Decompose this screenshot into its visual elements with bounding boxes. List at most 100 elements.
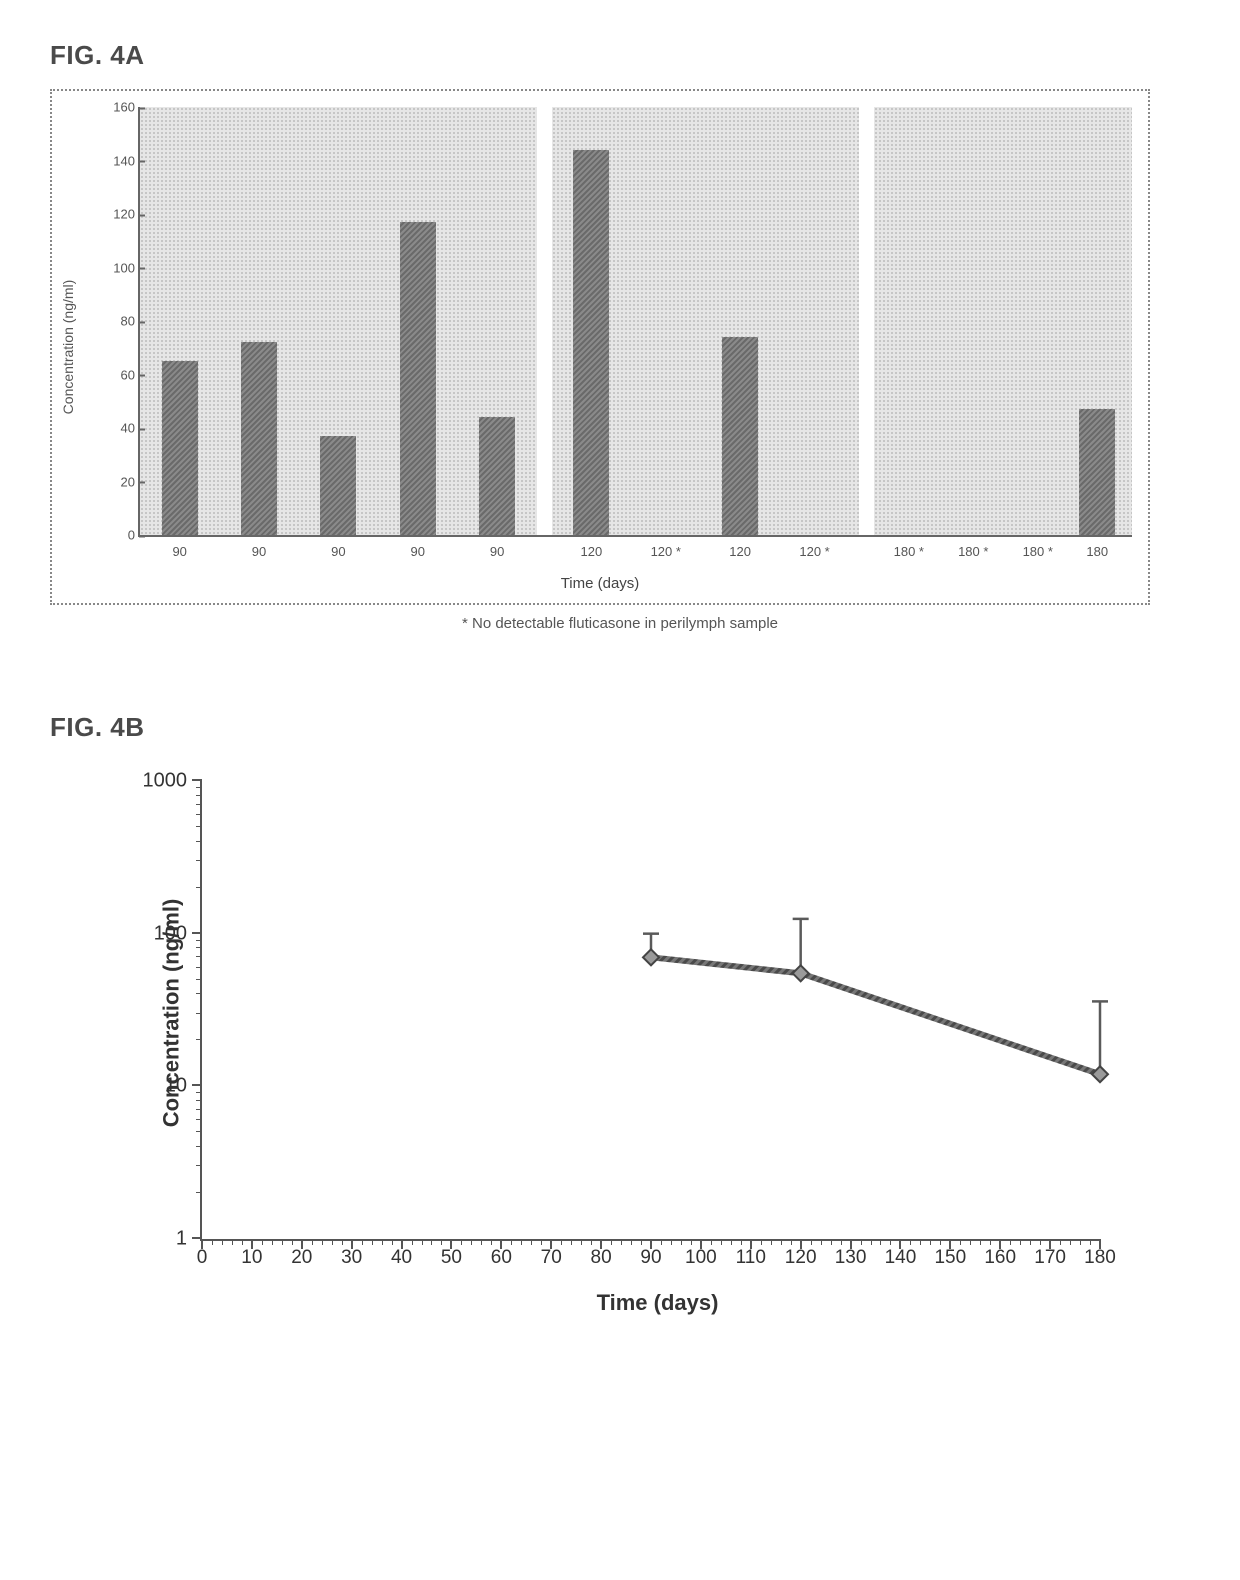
figB-ytick-minor: [196, 993, 202, 994]
figB-xtick-minor: [222, 1239, 223, 1245]
figB-xtick-minor: [920, 1239, 921, 1245]
figB-xtick-minor: [581, 1239, 582, 1245]
figA-chart: Concentration (ng/ml) Time (days) 020406…: [58, 97, 1142, 597]
figB-ytick-minor: [196, 787, 202, 788]
figB-ytick-minor: [196, 826, 202, 827]
figB-xtick-minor: [262, 1239, 263, 1245]
figA-ytick: 120: [95, 207, 135, 222]
figA-bar: [162, 361, 198, 535]
figB-line: [651, 957, 1100, 1074]
figB-ytick-minor: [196, 804, 202, 805]
figA-ytick: 0: [95, 528, 135, 543]
figB-xtick-minor: [491, 1239, 492, 1245]
figB-ytick-minor: [196, 795, 202, 796]
figB-xtick-minor: [871, 1239, 872, 1245]
figB-ytick-mark: [192, 932, 202, 934]
figA-xtick: 120 *: [799, 544, 829, 559]
figA-bar: [573, 150, 609, 535]
figB-xtick-minor: [392, 1239, 393, 1245]
figB-xtick-minor: [481, 1239, 482, 1245]
figB-ytick: 1000: [127, 770, 187, 793]
figB-ytick-minor: [196, 814, 202, 815]
figB-xtick-minor: [611, 1239, 612, 1245]
figB-xtick-minor: [821, 1239, 822, 1245]
figB-marker: [1092, 1066, 1108, 1082]
figB-xtick-minor: [431, 1239, 432, 1245]
figA-xtick: 90: [490, 544, 504, 559]
figB-xtick-minor: [242, 1239, 243, 1245]
figA-ytick: 140: [95, 153, 135, 168]
figB-xtick: 60: [491, 1247, 512, 1269]
figA-xtick: 90: [411, 544, 425, 559]
figB-xtick-minor: [621, 1239, 622, 1245]
figA-bar: [320, 436, 356, 535]
figB-ytick-minor: [196, 1131, 202, 1132]
figB-xtick-minor: [910, 1239, 911, 1245]
figA-ytick: 160: [95, 100, 135, 115]
figB-xtick-minor: [721, 1239, 722, 1245]
figB-errorbar: [1092, 1001, 1108, 1074]
figB-xtick-minor: [880, 1239, 881, 1245]
figA-ytick: 20: [95, 474, 135, 489]
figB-xtick-minor: [841, 1239, 842, 1245]
figB-xtick-minor: [471, 1239, 472, 1245]
figA-plot-area: 0204060801001201401609090909090120120 *1…: [138, 107, 1132, 537]
figB-xtick-minor: [1010, 1239, 1011, 1245]
figB-xtick: 150: [934, 1247, 966, 1269]
figB-xtick-minor: [1080, 1239, 1081, 1245]
figB-xtick-minor: [781, 1239, 782, 1245]
figA-xtick: 180 *: [958, 544, 988, 559]
figB-xtick-minor: [561, 1239, 562, 1245]
figB-xtick-minor: [282, 1239, 283, 1245]
figA-footnote: * No detectable fluticasone in perilymph…: [50, 615, 1190, 632]
figA-bar: [400, 222, 436, 535]
figB-ytick-minor: [196, 1165, 202, 1166]
figA-xtick: 90: [331, 544, 345, 559]
figA-ytick: 40: [95, 421, 135, 436]
figB-xtick-minor: [1060, 1239, 1061, 1245]
figB-ytick-minor: [196, 940, 202, 941]
figB-xtick-minor: [691, 1239, 692, 1245]
figB-ytick-minor: [196, 979, 202, 980]
figB-line-layer: [202, 781, 1100, 1239]
figB-ytick-minor: [196, 1092, 202, 1093]
figB-xtick-minor: [292, 1239, 293, 1245]
figB-xtick-minor: [591, 1239, 592, 1245]
figA-xlabel: Time (days): [561, 575, 640, 592]
figB-xtick: 20: [291, 1247, 312, 1269]
figB-ytick-minor: [196, 1100, 202, 1101]
figB-ytick-mark: [192, 1084, 202, 1086]
figA-ylabel: Concentration (ng/ml): [60, 280, 76, 415]
figB-xtick-minor: [571, 1239, 572, 1245]
figA-bar: [1079, 409, 1115, 535]
figB-ytick-minor: [196, 947, 202, 948]
figB-xtick-minor: [1070, 1239, 1071, 1245]
figA-ytick: 100: [95, 260, 135, 275]
figB-ytick-minor: [196, 1039, 202, 1040]
figB-xtick-minor: [372, 1239, 373, 1245]
figB-ytick-minor: [196, 887, 202, 888]
figB-ytick: 1: [127, 1228, 187, 1251]
figB-xtick: 80: [591, 1247, 612, 1269]
figB-xtick-minor: [531, 1239, 532, 1245]
figB-xtick-minor: [930, 1239, 931, 1245]
figA-xtick: 180 *: [894, 544, 924, 559]
figB-xtick-minor: [1090, 1239, 1091, 1245]
figB-xtick-minor: [631, 1239, 632, 1245]
figB-ytick-minor: [196, 956, 202, 957]
figA-bar: [479, 417, 515, 535]
figB-xtick-minor: [1030, 1239, 1031, 1245]
figB-plot-area: 1101001000010203040506070809010011012013…: [200, 781, 1100, 1241]
figA-xtick: 90: [252, 544, 266, 559]
figB-xtick-minor: [332, 1239, 333, 1245]
figB-xtick-minor: [970, 1239, 971, 1245]
figB-ytick-minor: [196, 1146, 202, 1147]
figA-xtick: 180: [1086, 544, 1108, 559]
figB-xtick-minor: [1020, 1239, 1021, 1245]
figB-ytick-minor: [196, 1013, 202, 1014]
figA-xtick: 120 *: [651, 544, 681, 559]
figB-ytick-minor: [196, 1119, 202, 1120]
figB-xtick-minor: [511, 1239, 512, 1245]
figB-xtick-minor: [441, 1239, 442, 1245]
figB-xtick-minor: [641, 1239, 642, 1245]
